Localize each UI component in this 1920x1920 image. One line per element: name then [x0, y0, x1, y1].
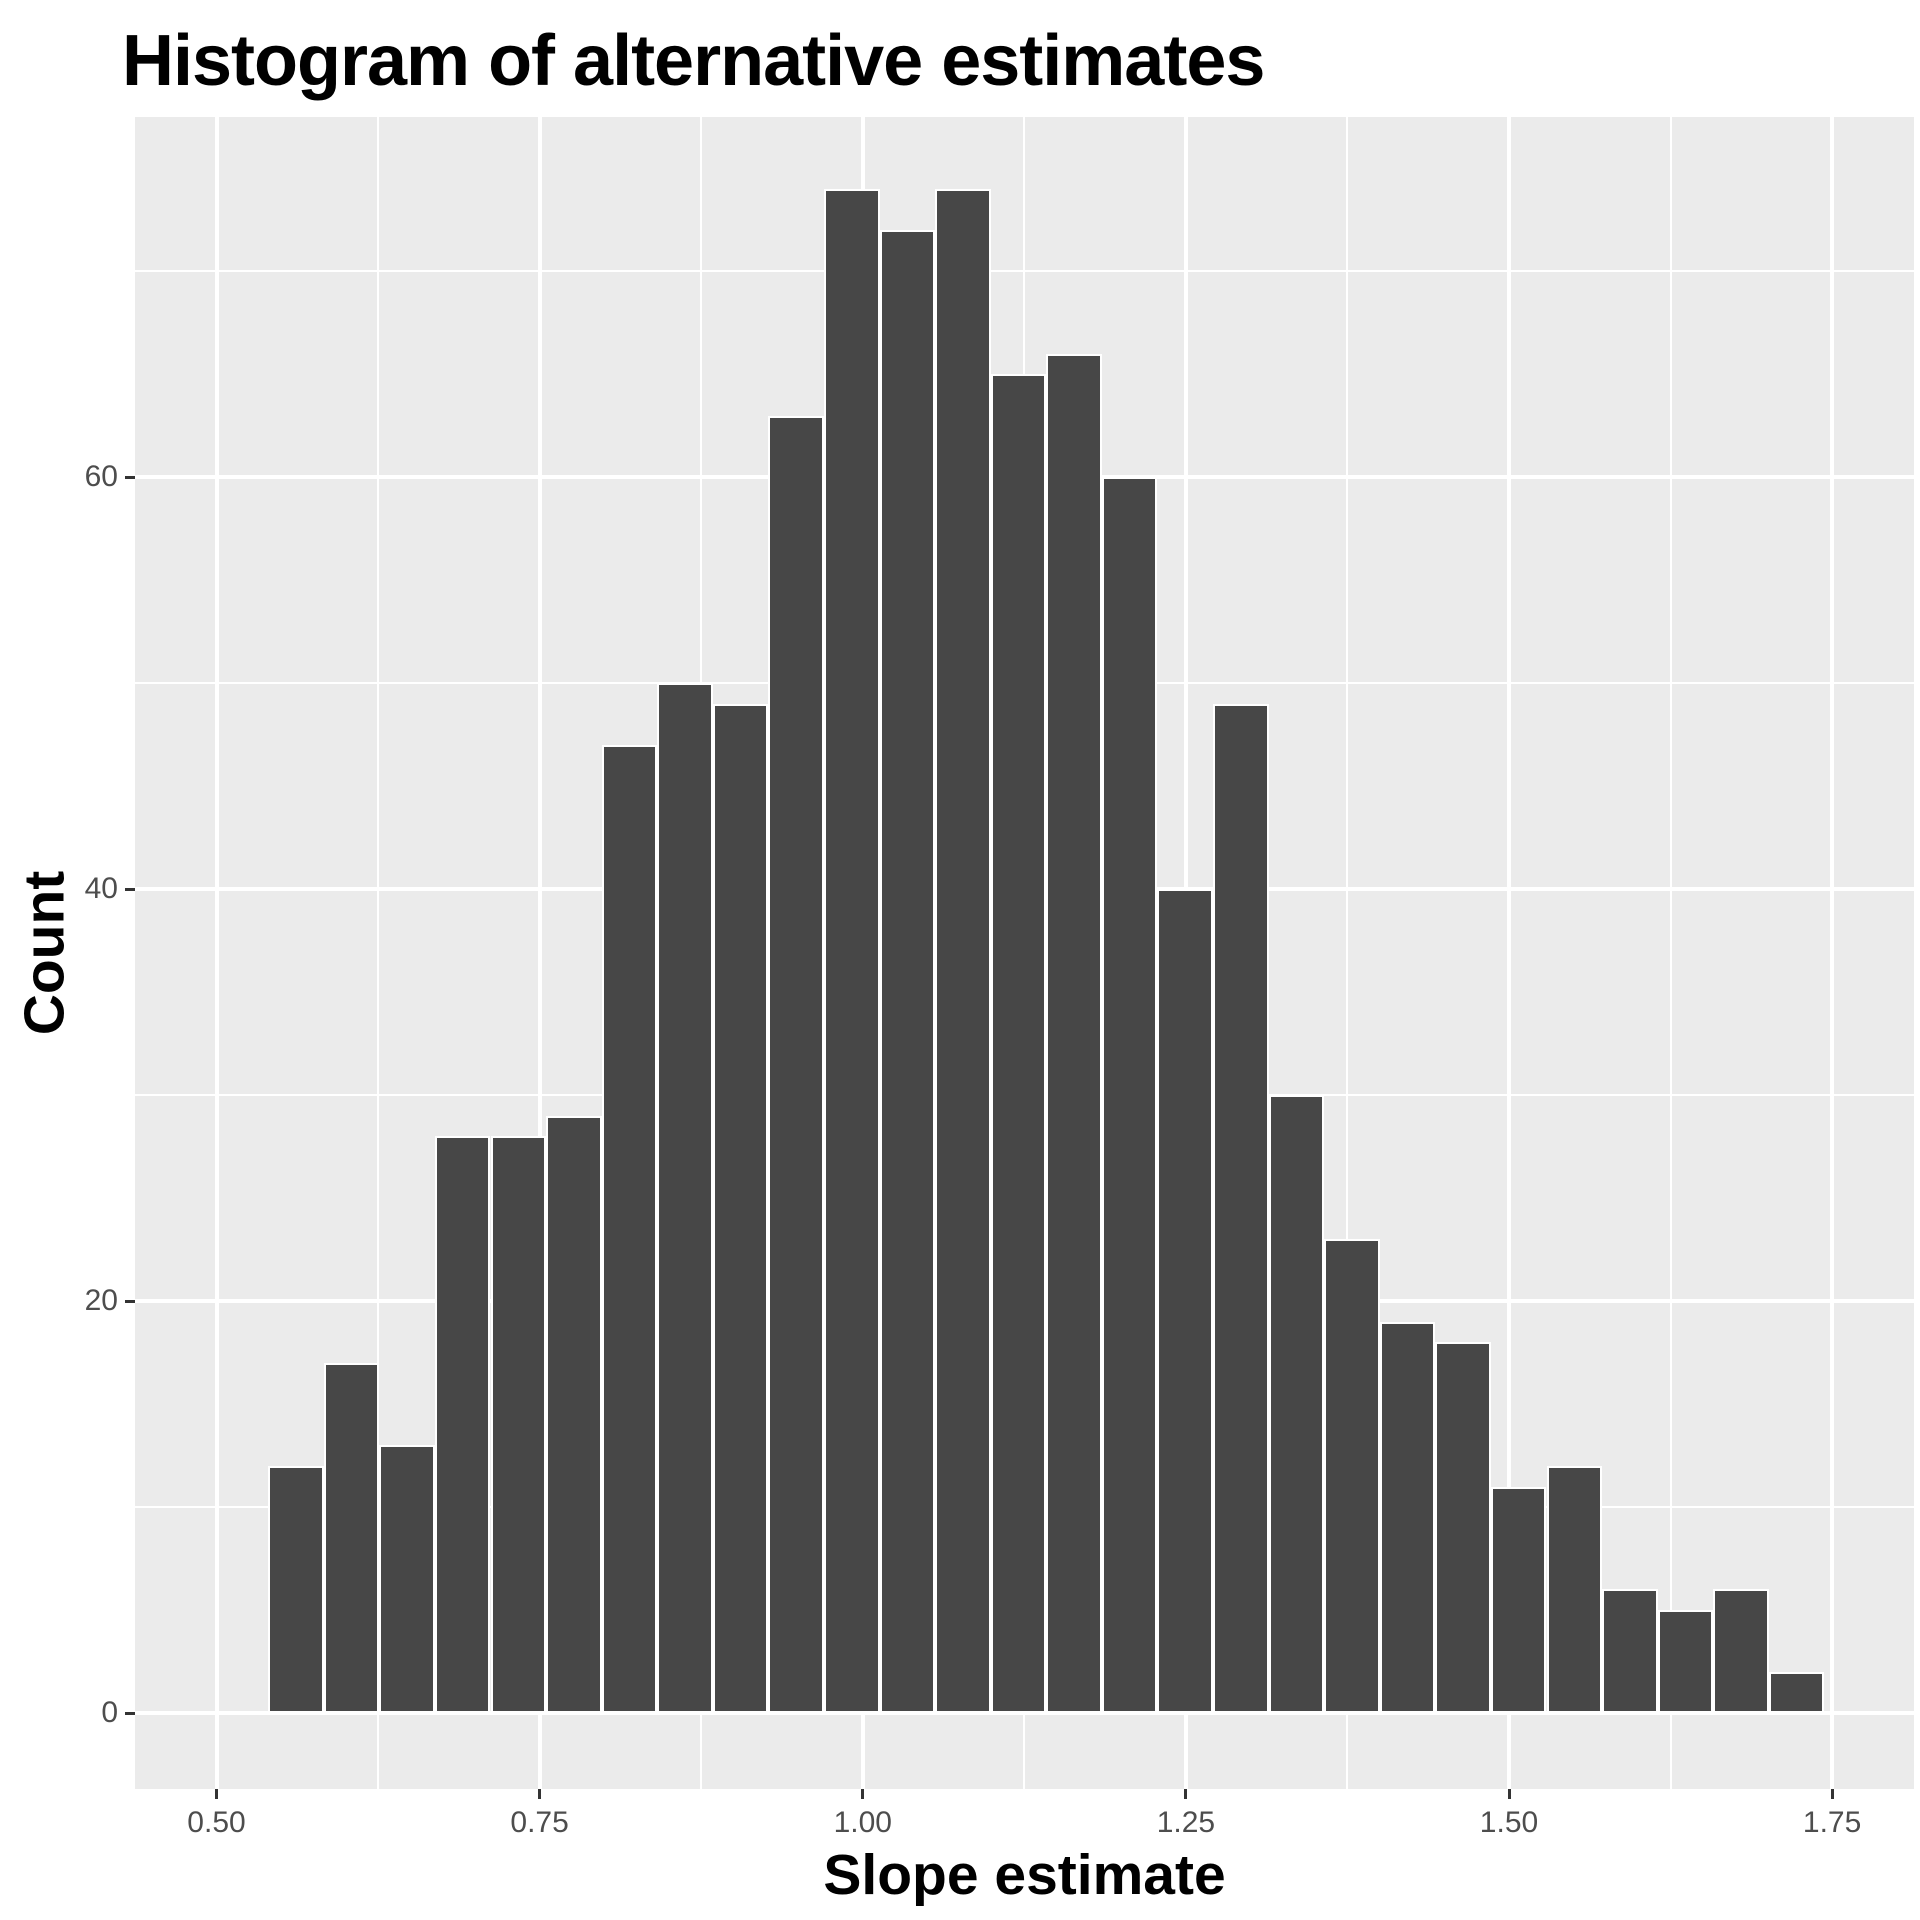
histogram-bar [490, 1136, 547, 1713]
histogram-bar [268, 1465, 324, 1713]
histogram-bar [657, 683, 713, 1713]
y-tick-label: 40 [84, 872, 118, 906]
gridline-major-vertical [1830, 117, 1835, 1789]
x-tick-mark [215, 1789, 218, 1799]
x-tick-label: 1.75 [1802, 1806, 1862, 1839]
y-tick-mark [125, 1299, 135, 1303]
gridline-major-vertical [537, 117, 542, 1789]
y-tick-label: 0 [101, 1696, 118, 1729]
histogram-bar [1602, 1589, 1658, 1713]
histogram-bar [1768, 1671, 1825, 1713]
y-tick-mark [125, 887, 135, 891]
plot-panel [135, 117, 1914, 1789]
histogram-bar [323, 1362, 380, 1713]
chart-title: Histogram of alternative estimates [122, 21, 1265, 101]
y-tick-label: 60 [84, 460, 118, 494]
x-tick-label: 0.50 [187, 1806, 246, 1839]
histogram-bar [1046, 353, 1102, 1713]
histogram-bar [1101, 477, 1158, 1713]
histogram-bar [935, 189, 991, 1713]
histogram-bar [1435, 1342, 1491, 1713]
gridline-minor-vertical [1346, 117, 1349, 1789]
histogram-bar [1324, 1239, 1380, 1713]
y-tick-label: 20 [84, 1284, 118, 1318]
x-tick-mark [1507, 1789, 1511, 1799]
x-tick-label: 0.75 [510, 1806, 569, 1839]
histogram-bar [434, 1136, 491, 1713]
histogram-bar [712, 703, 769, 1713]
x-tick-label: 1.00 [833, 1806, 892, 1839]
histogram-bar [1657, 1610, 1714, 1713]
y-tick-mark [125, 1711, 135, 1715]
x-tick-mark [861, 1789, 865, 1799]
histogram-bar [1379, 1321, 1436, 1713]
histogram-bar [1268, 1095, 1325, 1713]
histogram-bar [1713, 1589, 1769, 1713]
gridline-minor-vertical [377, 117, 380, 1789]
gridline-major-vertical [1507, 117, 1511, 1789]
x-tick-mark [1184, 1789, 1188, 1799]
histogram-bar [1157, 889, 1213, 1713]
x-tick-label: 1.25 [1156, 1806, 1216, 1839]
histogram-bar [879, 230, 936, 1713]
histogram-bar [768, 415, 824, 1713]
histogram-bar [546, 1115, 602, 1713]
x-tick-mark [1830, 1789, 1834, 1799]
gridline-minor-vertical [1669, 117, 1672, 1789]
histogram-bar [379, 1445, 435, 1713]
histogram-bar [990, 374, 1047, 1713]
x-axis-title: Slope estimate [823, 1843, 1226, 1907]
histogram-bar [824, 189, 880, 1713]
gridline-major-vertical [214, 117, 219, 1789]
histogram-bar [1213, 703, 1269, 1713]
histogram-bar [1490, 1486, 1547, 1713]
histogram-bar [1546, 1465, 1603, 1713]
histogram-bar [601, 745, 658, 1713]
y-tick-mark [125, 475, 135, 479]
x-tick-label: 1.50 [1479, 1806, 1539, 1839]
gridline-major-horizontal [135, 1711, 1914, 1715]
x-tick-mark [538, 1789, 542, 1799]
y-axis-title-wrap: Count [6, 117, 82, 1789]
